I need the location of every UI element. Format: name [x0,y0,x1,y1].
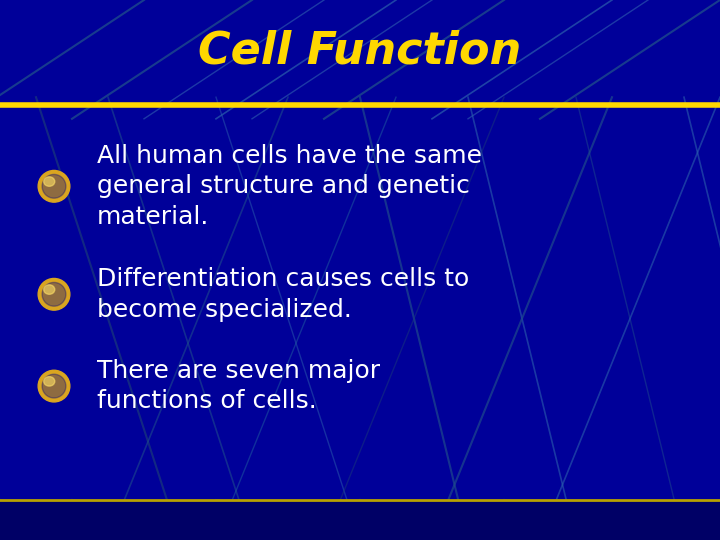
Ellipse shape [42,374,66,398]
Text: Differentiation causes cells to
become specialized.: Differentiation causes cells to become s… [97,267,469,322]
Bar [0,500,720,540]
Ellipse shape [38,279,70,310]
Ellipse shape [38,370,70,402]
Ellipse shape [42,282,66,306]
Ellipse shape [38,171,70,202]
Text: All human cells have the same
general structure and genetic
material.: All human cells have the same general st… [97,144,482,229]
Text: There are seven major
functions of cells.: There are seven major functions of cells… [97,359,380,414]
Ellipse shape [44,285,55,294]
Ellipse shape [44,177,55,186]
Text: Cell Function: Cell Function [199,30,521,73]
Ellipse shape [42,174,66,198]
Ellipse shape [44,376,55,386]
